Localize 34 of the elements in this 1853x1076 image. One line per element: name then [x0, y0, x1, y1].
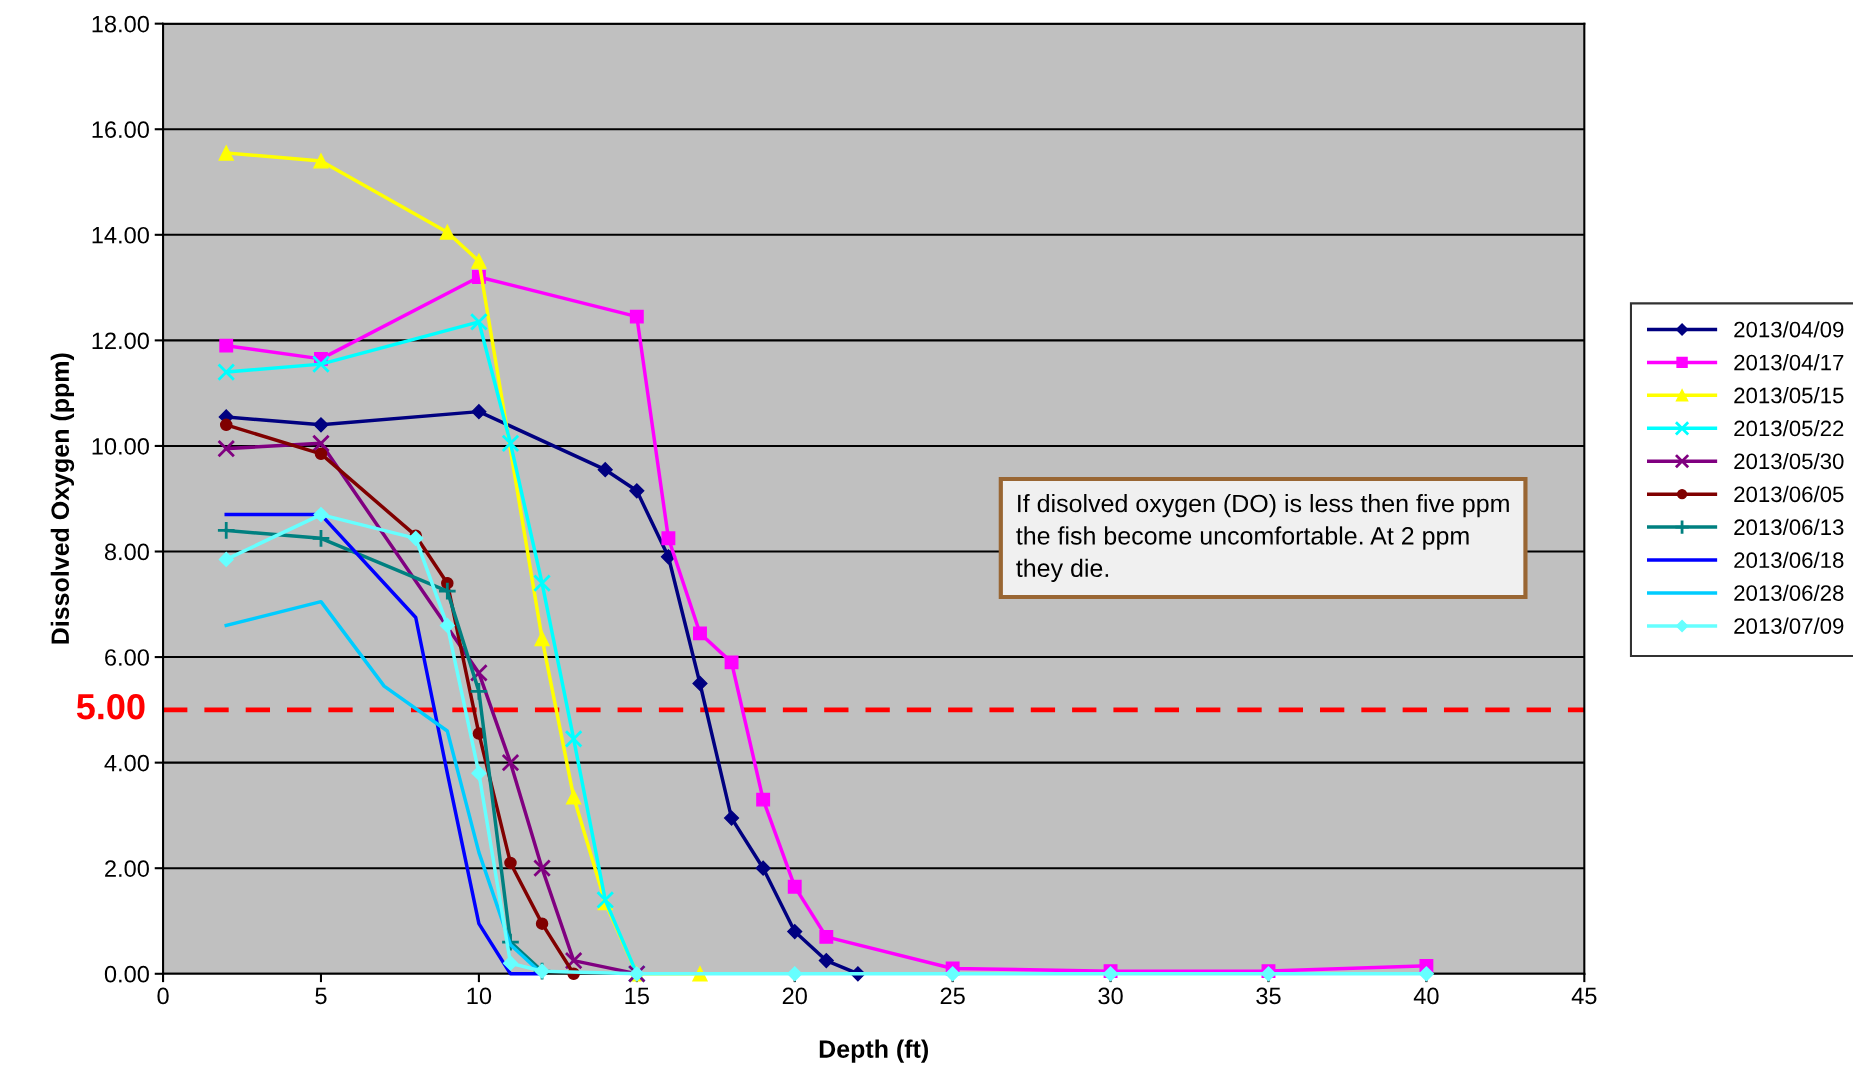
- x-tick-label: 20: [782, 987, 807, 1005]
- legend-label: 2013/07/09: [1734, 617, 1844, 634]
- legend-label: 2013/05/15: [1734, 387, 1844, 404]
- y-tick-label: 18.00: [92, 15, 149, 33]
- x-tick-label: 0: [157, 987, 169, 1005]
- y-axis-title: Dissolved Oxygen (ppm): [50, 353, 75, 644]
- y-tick-label: 14.00: [92, 226, 149, 244]
- legend-label: 2013/04/17: [1734, 354, 1844, 371]
- y-tick-label: 10.00: [92, 438, 149, 455]
- x-tick-label: 45: [1571, 987, 1597, 1005]
- legend-label: 2013/06/05: [1734, 485, 1844, 503]
- x-axis-title: Depth (ft): [819, 1039, 928, 1063]
- y-tick-label: 4.00: [104, 754, 149, 772]
- x-tick-label: 5: [315, 987, 327, 1005]
- legend-label: 2013/05/30: [1734, 452, 1844, 470]
- y-tick-label: 12.00: [92, 332, 149, 350]
- x-tick-label: 30: [1098, 987, 1123, 1005]
- legend-label: 2013/06/18: [1734, 551, 1844, 569]
- y-tick-label: 0.00: [104, 965, 149, 983]
- legend-label: 2013/06/13: [1734, 518, 1844, 536]
- legend-label: 2013/04/09: [1734, 321, 1844, 338]
- y-tick-label: 2.00: [105, 860, 149, 877]
- ref-line-label: 5.00: [76, 693, 145, 720]
- x-tick-label: 40: [1413, 987, 1439, 1005]
- x-tick-label: 15: [625, 987, 649, 1005]
- y-tick-label: 8.00: [104, 543, 149, 561]
- y-tick-label: 6.00: [105, 649, 149, 666]
- x-tick-label: 35: [1256, 987, 1281, 1005]
- x-tick-label: 25: [940, 987, 965, 1005]
- legend-label: 2013/05/22: [1734, 419, 1844, 437]
- annotation: If disolved oxygen (DO) is less then five ppm the fish become uncomfortable. At 2 ppm they die.: [1016, 493, 1509, 583]
- x-tick-label: 10: [467, 987, 492, 1005]
- y-tick-label: 16.00: [92, 121, 149, 139]
- legend-label: 2013/06/28: [1734, 584, 1844, 601]
